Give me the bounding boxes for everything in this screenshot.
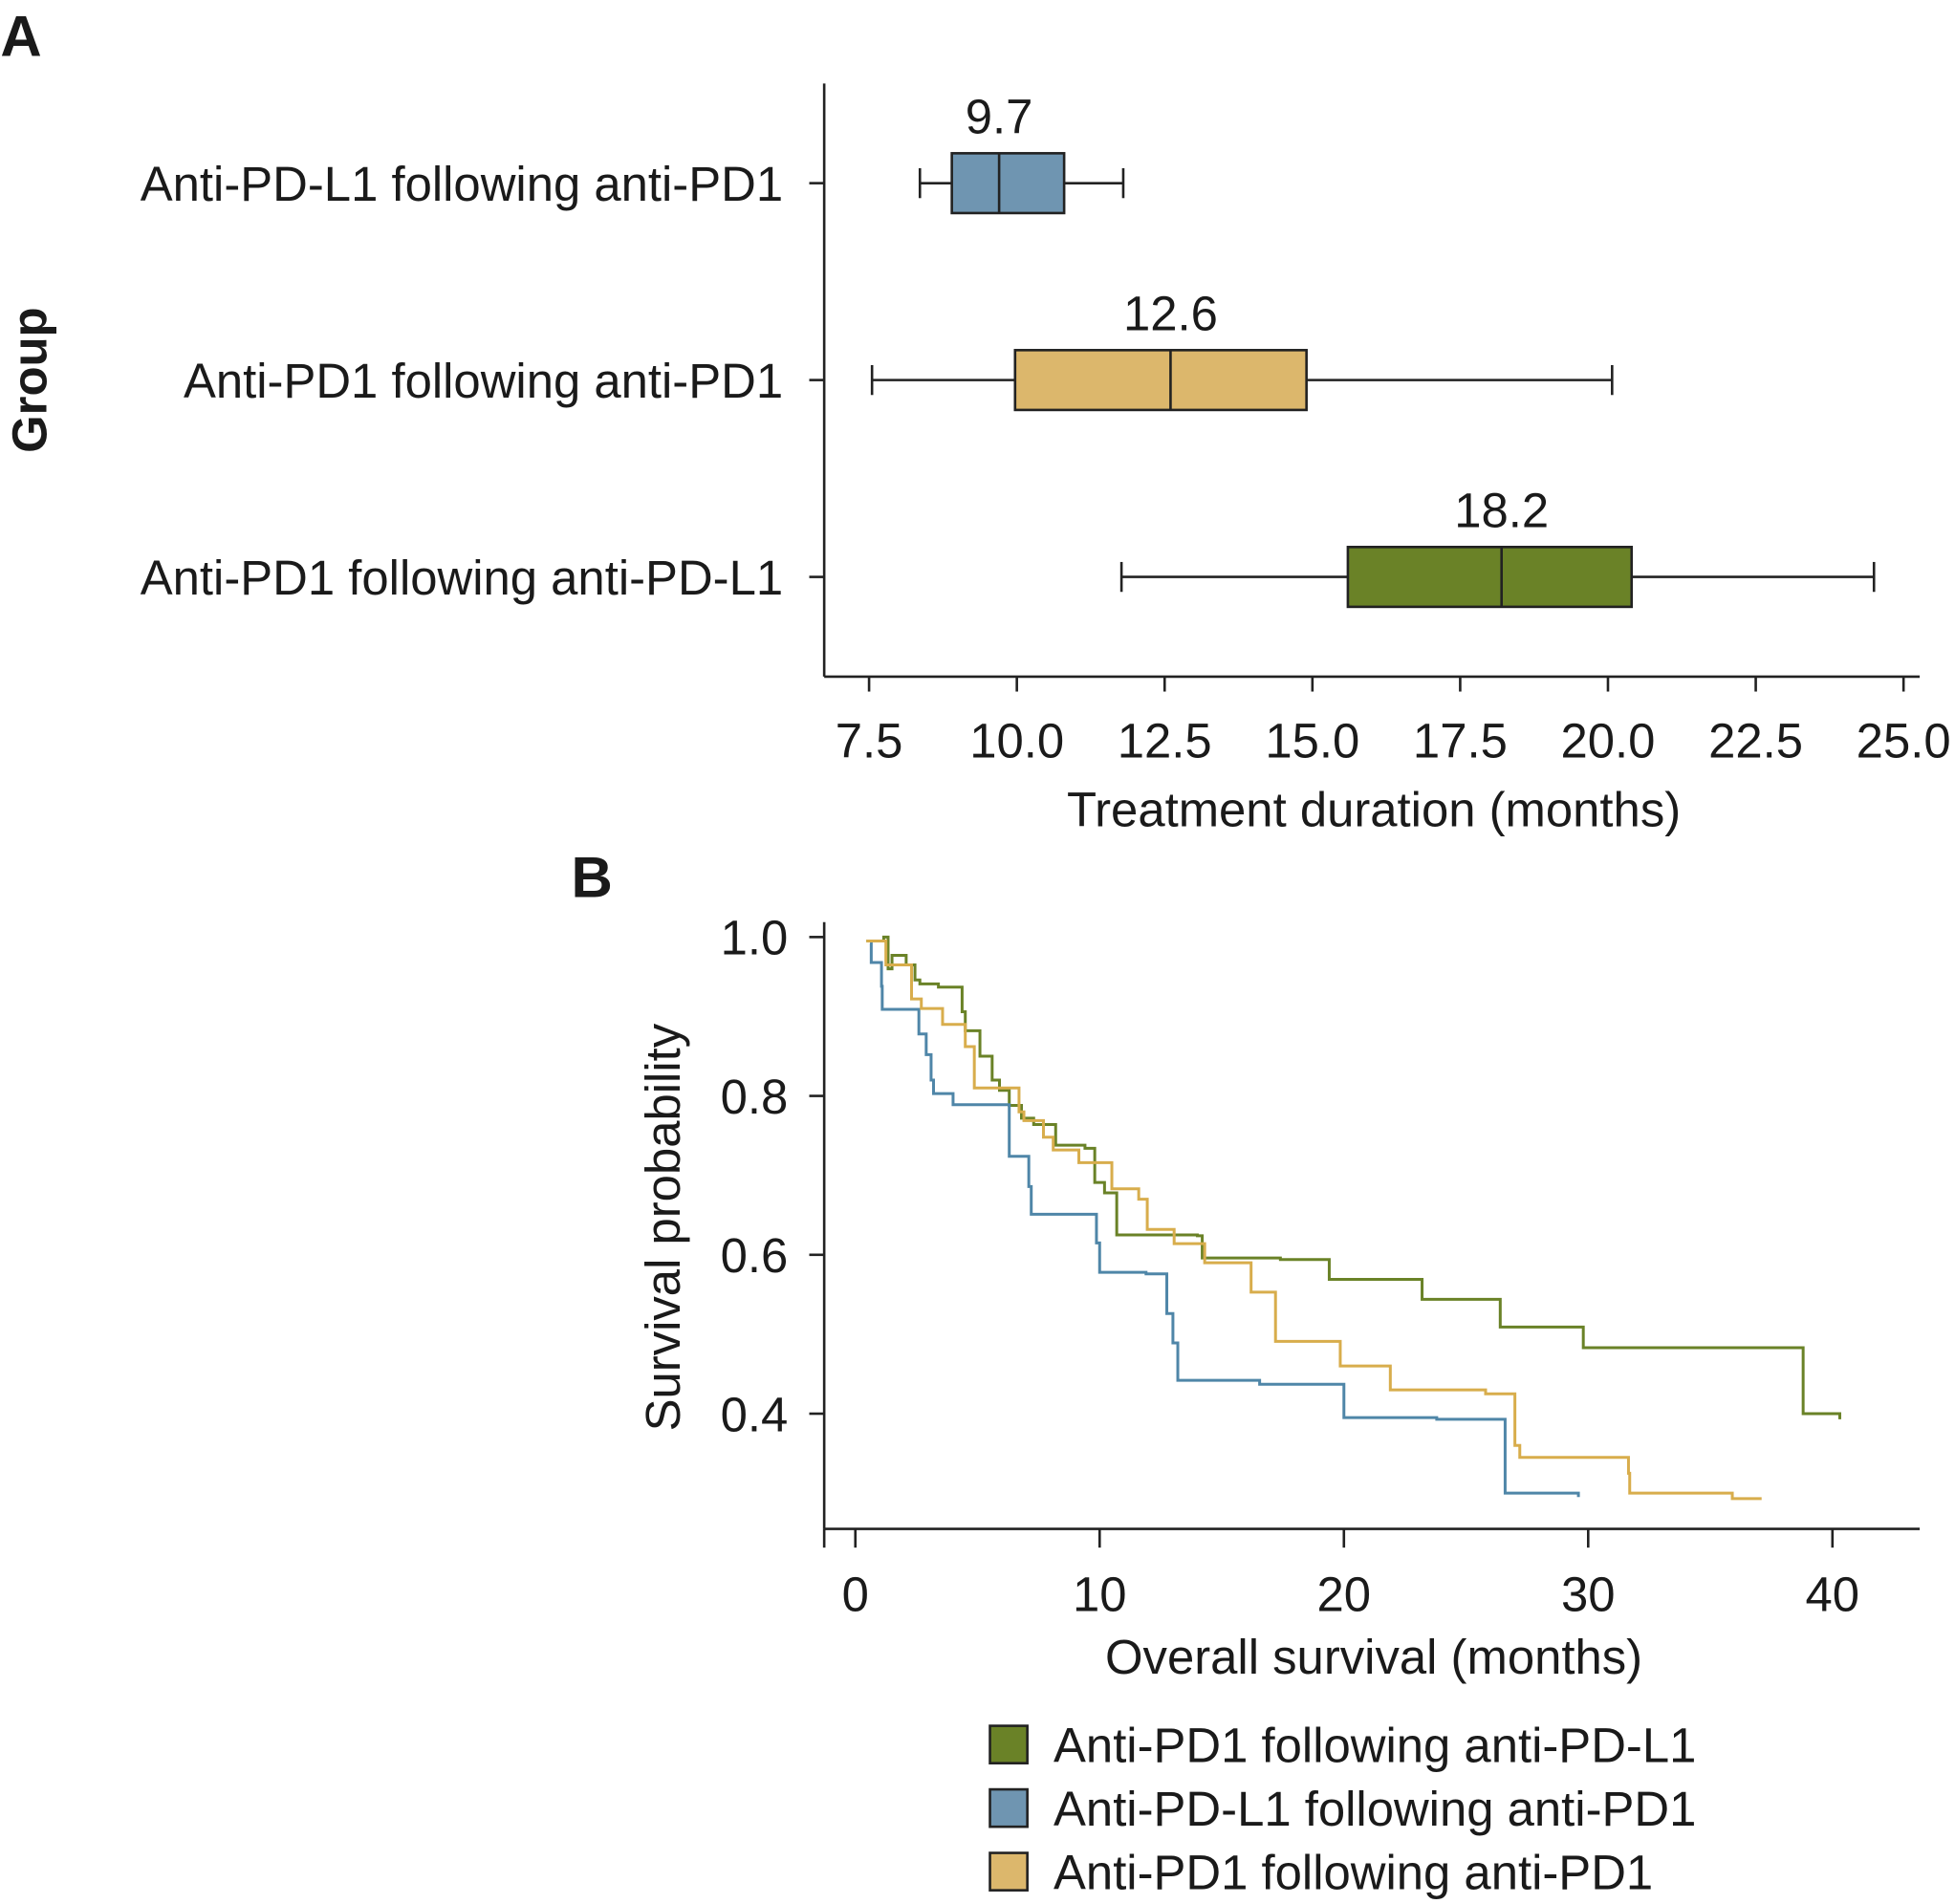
median-label: 9.7	[966, 89, 1033, 143]
x-tick-label-a: 15.0	[1265, 714, 1359, 768]
legend-swatch	[988, 1787, 1029, 1828]
x-tick-label-b: 30	[1561, 1568, 1616, 1622]
group-label: Anti-PD1 following anti-PD1	[184, 354, 783, 408]
x-tick-label-a: 7.5	[836, 714, 903, 768]
y-tick-label-b: 0.8	[721, 1070, 789, 1124]
legend-swatch	[988, 1724, 1029, 1764]
survival-curve-3	[866, 940, 1762, 1501]
group-label: Anti-PD1 following anti-PD-L1	[141, 551, 783, 605]
x-tick-label-b: 0	[842, 1568, 869, 1622]
survival-curve-2	[869, 941, 1580, 1498]
panel-label-b: B	[572, 846, 613, 910]
legend-swatch	[988, 1851, 1029, 1892]
box	[1013, 349, 1308, 412]
y-tick-label-b: 0.6	[721, 1228, 789, 1283]
legend-label: Anti-PD1 following anti-PD-L1	[1054, 1718, 1696, 1772]
y-tick-label-b: 0.4	[721, 1387, 789, 1441]
x-tick-label-b: 40	[1806, 1568, 1860, 1622]
y-axis-title-b: Survival probability	[636, 1023, 690, 1431]
survival-curve-1	[866, 935, 1841, 1419]
x-axis-title-a: Treatment duration (months)	[1067, 782, 1681, 836]
x-axis-title-b: Overall survival (months)	[1105, 1630, 1642, 1684]
box-plot-panel: Group Treatment duration (months) 7.5 10.…	[3, 83, 1951, 836]
survival-plot-panel: Survival probability Overall survival (m…	[636, 911, 1921, 1899]
box	[1346, 546, 1634, 609]
legend-label: Anti-PD-L1 following anti-PD1	[1054, 1782, 1696, 1836]
x-tick-label-a: 22.5	[1708, 714, 1803, 768]
legend-label: Anti-PD1 following anti-PD1	[1054, 1845, 1653, 1899]
x-tick-label-a: 10.0	[969, 714, 1064, 768]
x-tick-label-b: 20	[1317, 1568, 1372, 1622]
x-tick-label-b: 10	[1073, 1568, 1127, 1622]
y-axis-title-a: Group	[3, 307, 57, 452]
box	[950, 152, 1066, 215]
x-tick-label-a: 25.0	[1857, 714, 1951, 768]
median-label: 18.2	[1454, 483, 1549, 537]
x-tick-label-a: 20.0	[1561, 714, 1656, 768]
median-label: 12.6	[1123, 286, 1218, 340]
y-tick-label-b: 1.0	[721, 911, 789, 965]
x-tick-label-a: 17.5	[1413, 714, 1508, 768]
group-label: Anti-PD-L1 following anti-PD1	[141, 157, 783, 211]
x-tick-label-a: 12.5	[1118, 714, 1212, 768]
legend: Anti-PD1 following anti-PD-L1 Anti-PD-L1 …	[988, 1718, 1696, 1899]
panel-label-a: A	[0, 5, 41, 69]
